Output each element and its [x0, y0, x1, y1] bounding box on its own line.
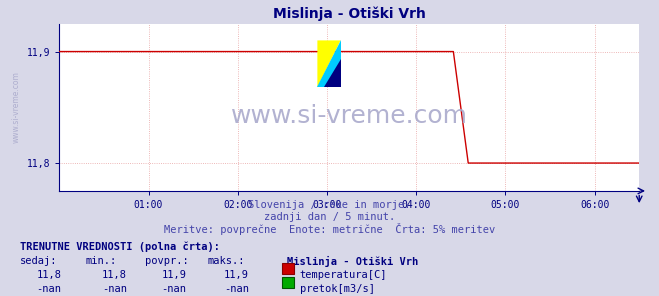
Text: www.si-vreme.com: www.si-vreme.com	[231, 104, 468, 128]
Text: -nan: -nan	[102, 284, 127, 294]
Text: 11,8: 11,8	[102, 270, 127, 280]
Text: 11,8: 11,8	[36, 270, 61, 280]
Text: min.:: min.:	[86, 256, 117, 266]
Text: -nan: -nan	[224, 284, 249, 294]
Text: zadnji dan / 5 minut.: zadnji dan / 5 minut.	[264, 212, 395, 222]
Text: povpr.:: povpr.:	[145, 256, 188, 266]
Text: sedaj:: sedaj:	[20, 256, 57, 266]
Text: 11,9: 11,9	[224, 270, 249, 280]
Text: -nan: -nan	[161, 284, 186, 294]
Title: Mislinja - Otiški Vrh: Mislinja - Otiški Vrh	[273, 7, 426, 21]
Text: Meritve: povprečne  Enote: metrične  Črta: 5% meritev: Meritve: povprečne Enote: metrične Črta:…	[164, 223, 495, 236]
Text: temperatura[C]: temperatura[C]	[300, 270, 387, 280]
Text: Slovenija / reke in morje.: Slovenija / reke in morje.	[248, 200, 411, 210]
Text: -nan: -nan	[36, 284, 61, 294]
Text: maks.:: maks.:	[208, 256, 245, 266]
Text: TRENUTNE VREDNOSTI (polna črta):: TRENUTNE VREDNOSTI (polna črta):	[20, 241, 219, 252]
Polygon shape	[324, 59, 341, 87]
Polygon shape	[318, 40, 341, 87]
Text: Mislinja - Otiški Vrh: Mislinja - Otiški Vrh	[287, 256, 418, 267]
Text: 11,9: 11,9	[161, 270, 186, 280]
Polygon shape	[318, 40, 341, 87]
Text: pretok[m3/s]: pretok[m3/s]	[300, 284, 375, 294]
Text: www.si-vreme.com: www.si-vreme.com	[11, 71, 20, 143]
